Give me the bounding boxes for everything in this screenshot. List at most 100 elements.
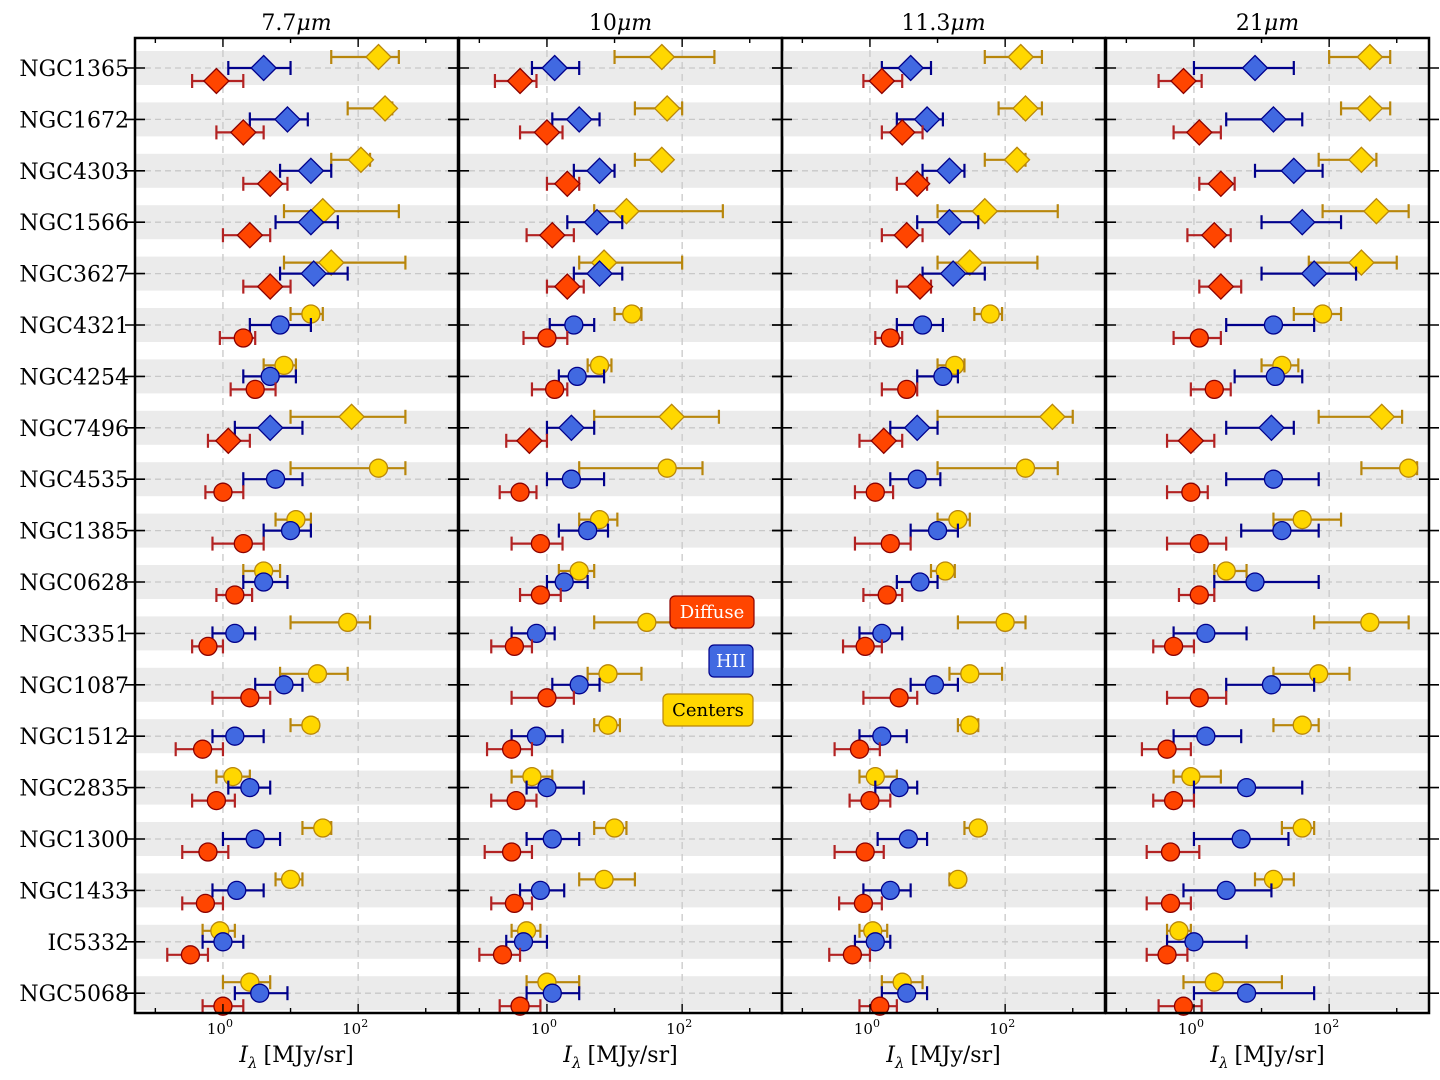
hii-marker-circle (567, 366, 587, 387)
panel-title-value: 11.3 (901, 11, 950, 36)
galaxy-label: NGC1566 (19, 211, 129, 236)
hii-marker-circle (1261, 675, 1282, 695)
centers-marker-diamond (653, 94, 681, 122)
galaxy-label: NGC1365 (19, 57, 129, 82)
galaxy-label: NGC4303 (19, 160, 129, 185)
panel-title: 7.7μm (261, 11, 331, 36)
hii-marker-diamond (897, 54, 925, 82)
x-axis-label: Iλ [MJy/sr] (885, 1043, 1000, 1072)
diffuse-marker-diamond (533, 118, 561, 146)
diffuse-marker-diamond (893, 221, 921, 249)
x-axis-label-subscript: λ (894, 1054, 905, 1072)
diffuse-marker-circle (530, 533, 551, 554)
diffuse-marker-circle (1157, 739, 1177, 759)
hii-marker-circle (280, 520, 301, 541)
x-tick-label-base: 10 (854, 1020, 873, 1038)
panel-title-value: 10 (589, 11, 617, 36)
panel-title-unit: μm (617, 11, 652, 36)
centers-marker-circle (1181, 766, 1201, 787)
hii-marker-circle (213, 932, 233, 952)
diffuse-marker-diamond (1207, 170, 1235, 198)
legend-label: HII (716, 651, 746, 672)
centers-marker-circle (1169, 921, 1189, 941)
centers-marker-circle (1309, 664, 1329, 684)
x-tick-label-base: 10 (531, 1020, 550, 1038)
x-tick-label: 100 (1178, 1017, 1204, 1038)
diffuse-marker-circle (180, 945, 201, 965)
diffuse-marker-diamond (888, 118, 916, 146)
centers-marker-circle (657, 458, 677, 478)
centers-marker-diamond (1362, 197, 1390, 225)
centers-marker-circle (280, 869, 301, 890)
x-axis-label-symbol: I (1209, 1043, 1220, 1068)
centers-marker-diamond (365, 43, 392, 71)
diffuse-marker-diamond (256, 273, 284, 301)
diffuse-marker-circle (860, 790, 880, 811)
galaxy-label: NGC3351 (19, 622, 129, 647)
row-labels-layer: NGC1365 NGC1672 NGC4303 NGC1566 NGC3627 NGC43… (19, 57, 129, 1007)
legend-box (708, 644, 754, 678)
legend-item-diffuse: Diffuse (669, 595, 755, 629)
diffuse-marker-diamond (870, 427, 898, 455)
diffuse-marker-circle (853, 893, 874, 914)
hii-marker-diamond (1258, 414, 1285, 442)
diffuse-marker-circle (537, 328, 557, 348)
hii-marker-diamond (936, 157, 963, 185)
hii-marker-diamond (939, 260, 967, 288)
diffuse-marker-diamond (202, 67, 230, 95)
centers-marker-circle (1292, 509, 1312, 530)
centers-marker-circle (274, 355, 294, 376)
panel-title-value: 7.7 (261, 11, 296, 36)
diffuse-marker-diamond (214, 427, 242, 455)
x-axis-label-unit: [MJy/sr] (588, 1043, 678, 1068)
x-axis-label-subscript: λ (571, 1054, 582, 1072)
hii-marker-circle (542, 829, 562, 849)
hii-marker-circle (542, 983, 562, 1003)
diffuse-marker-circle (842, 945, 863, 965)
diffuse-marker-circle (1189, 585, 1209, 605)
centers-marker-diamond (1356, 94, 1384, 122)
hii-marker-diamond (586, 157, 613, 185)
centers-marker-circle (594, 869, 614, 890)
centers-marker-circle (1263, 869, 1284, 890)
diffuse-marker-diamond (236, 221, 264, 249)
centers-marker-circle (1292, 715, 1312, 735)
hii-marker-diamond (913, 105, 941, 133)
hii-marker-circle (924, 675, 945, 695)
legend-label: Centers (672, 700, 744, 721)
centers-marker-diamond (1356, 43, 1384, 71)
hii-marker-circle (1263, 469, 1284, 489)
diffuse-marker-circle (240, 688, 260, 708)
panel-title: 11.3μm (901, 11, 985, 36)
diffuse-marker-circle (245, 379, 265, 400)
diffuse-marker-circle (865, 482, 885, 502)
hii-marker-diamond (1280, 157, 1308, 185)
legend-box (669, 595, 755, 629)
galaxy-label: NGC2835 (19, 777, 129, 802)
centers-marker-circle (637, 612, 657, 633)
x-tick-label-exponent: 2 (361, 1017, 368, 1030)
hii-marker-circle (1196, 623, 1216, 644)
legend-label: Diffuse (680, 602, 744, 623)
centers-marker-diamond (1007, 43, 1035, 71)
centers-marker-circle (980, 304, 1000, 324)
hii-marker-diamond (274, 105, 301, 133)
hii-marker-circle (897, 983, 917, 1003)
hii-marker-diamond (250, 54, 278, 82)
centers-marker-diamond (648, 146, 676, 174)
diffuse-marker-circle (880, 328, 900, 348)
diffuse-marker-circle (855, 842, 875, 862)
hii-marker-circle (225, 726, 245, 746)
diffuse-marker-circle (492, 945, 513, 965)
centers-marker-diamond (1012, 94, 1039, 122)
hii-marker-circle (1236, 983, 1257, 1003)
hii-marker-diamond (1288, 208, 1316, 236)
x-tick-label-exponent: 2 (1008, 1017, 1015, 1030)
galaxy-label: NGC4254 (19, 365, 129, 390)
x-axis-label-symbol: I (885, 1043, 896, 1068)
galaxy-label: NGC1672 (19, 108, 129, 133)
diffuse-marker-diamond (906, 273, 934, 301)
